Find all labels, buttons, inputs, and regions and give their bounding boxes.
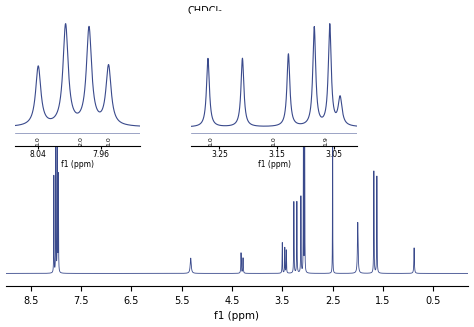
Text: CHDCl₂: CHDCl₂: [188, 6, 223, 16]
X-axis label: f1 (ppm): f1 (ppm): [215, 311, 259, 321]
